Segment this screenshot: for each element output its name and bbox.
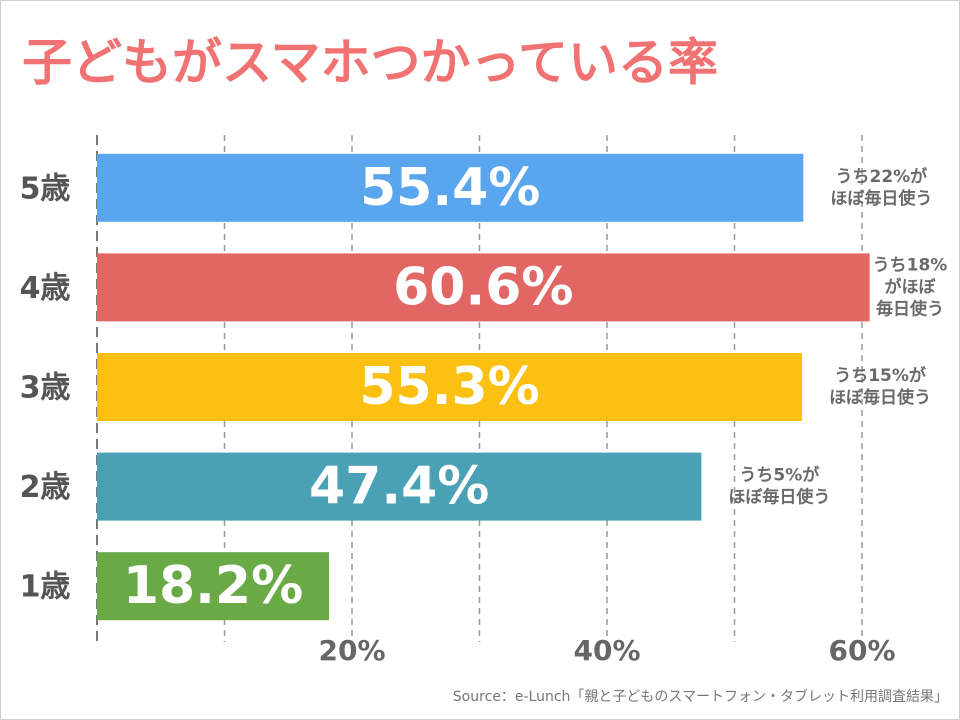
x-tick-label: 60% [828, 634, 895, 667]
annotation: うち5%が [739, 465, 819, 486]
y-tick-label: 2歳 [20, 470, 71, 505]
bar [97, 153, 804, 222]
x-tick-label: 40% [573, 634, 640, 667]
annotation: うち18% [873, 255, 948, 275]
value-label: 60.6% [393, 257, 573, 317]
value-label: 55.4% [360, 158, 540, 218]
annotation: 毎日使う [876, 298, 944, 319]
chart-title: 子どもがスマホつかっている率 [22, 34, 718, 92]
bar [97, 253, 870, 322]
annotation: がほぼ [885, 276, 937, 297]
annotation: うち22%が [835, 166, 927, 187]
bar [97, 452, 702, 521]
bar [97, 353, 803, 421]
x-tick-label: 20% [318, 634, 385, 667]
value-label: 55.3% [359, 357, 539, 417]
value-label: 47.4% [309, 457, 489, 517]
value-label: 18.2% [123, 556, 303, 616]
annotation: ほぼ毎日使う [830, 188, 932, 209]
annotation: ほぼ毎日使う [829, 387, 931, 408]
annotation: うち15%が [834, 365, 926, 386]
y-tick-label: 4歳 [20, 271, 71, 306]
y-tick-label: 5歳 [20, 171, 71, 206]
source: Source：e-Lunch「親と子どものスマートフォン・タブレット利用調査結果… [453, 688, 948, 705]
bar [97, 552, 330, 621]
annotation: ほぼ毎日使う [728, 487, 830, 508]
y-tick-label: 1歳 [20, 570, 71, 605]
y-tick-label: 3歳 [20, 371, 71, 406]
